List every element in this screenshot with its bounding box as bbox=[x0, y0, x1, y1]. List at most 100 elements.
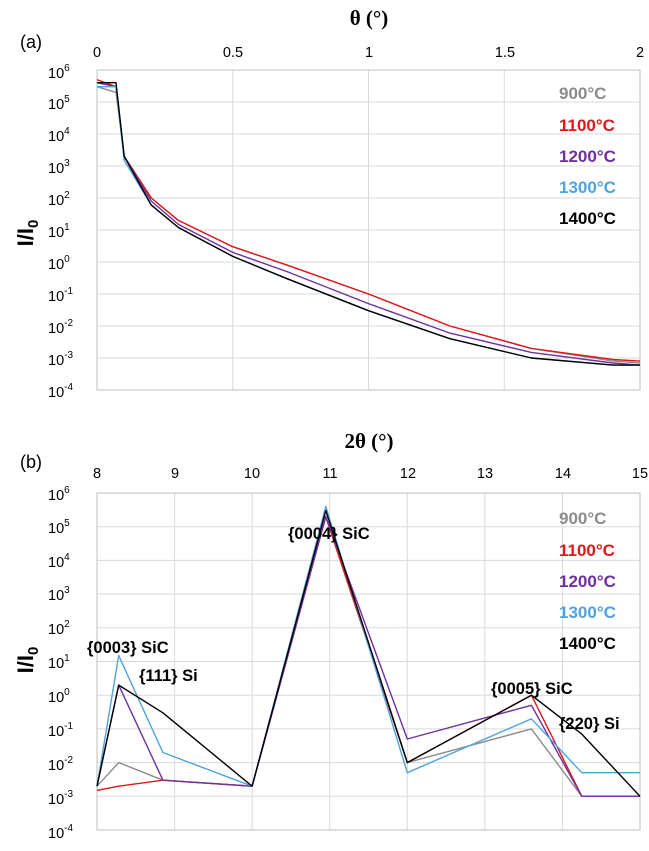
legend-a-1400: 1400°C bbox=[559, 209, 616, 228]
y-tick-exponent: 5 bbox=[64, 518, 70, 529]
y-tick-base: 10 bbox=[48, 588, 64, 604]
y-title-main: I/I bbox=[13, 655, 38, 673]
series-line-1300c bbox=[96, 505, 640, 787]
peak-label-111-si: {111} Si bbox=[139, 667, 198, 685]
panel-b-y-tick: 100 bbox=[48, 687, 70, 706]
panel-a-legend: 900°C 1100°C 1200°C 1300°C 1400°C bbox=[559, 84, 616, 228]
y-tick-base: 10 bbox=[48, 385, 64, 401]
y-tick-base: 10 bbox=[48, 321, 64, 337]
panel-a: (a) θ (°) 0 0.5 1 1.5 2 106 105 104 103 … bbox=[13, 6, 644, 401]
y-tick-exponent: 0 bbox=[64, 254, 70, 265]
panel-b-y-tick: 10-4 bbox=[48, 823, 73, 842]
y-tick-exponent: 1 bbox=[64, 222, 70, 233]
y-title-main: I/I bbox=[13, 228, 38, 246]
y-tick-base: 10 bbox=[48, 257, 64, 273]
y-tick-exponent: 1 bbox=[64, 653, 70, 664]
panel-b-y-tick-labels: 106 105 104 103 102 101 100 10-1 10-2 10… bbox=[48, 485, 73, 842]
panel-b-y-tick: 104 bbox=[48, 552, 70, 571]
panel-a-y-tick: 100 bbox=[48, 254, 70, 273]
y-tick-base: 10 bbox=[48, 289, 64, 305]
panel-a-y-tick: 102 bbox=[48, 190, 70, 209]
y-tick-base: 10 bbox=[48, 555, 64, 571]
panel-a-y-tick: 105 bbox=[48, 94, 70, 113]
panel-a-y-tick-labels: 106 105 104 103 102 101 100 10-1 10-2 10… bbox=[48, 63, 73, 401]
y-tick-base: 10 bbox=[48, 353, 64, 369]
panel-b-x-axis-title: 2θ (°) bbox=[344, 429, 393, 453]
panel-b-x-tick: 9 bbox=[171, 466, 179, 482]
panel-b-x-tick: 12 bbox=[400, 466, 416, 482]
panel-b-x-tick: 15 bbox=[632, 466, 648, 482]
panel-b-y-axis-title: I/I0 bbox=[13, 647, 42, 674]
panel-a-y-tick: 101 bbox=[48, 222, 70, 241]
y-title-sub: 0 bbox=[25, 220, 42, 228]
legend-a-1200: 1200°C bbox=[559, 147, 616, 166]
panel-b-y-tick: 105 bbox=[48, 518, 70, 537]
legend-a-900: 900°C bbox=[559, 84, 606, 103]
y-tick-base: 10 bbox=[48, 66, 64, 82]
y-tick-exponent: 3 bbox=[64, 585, 70, 596]
y-tick-base: 10 bbox=[48, 193, 64, 209]
panel-a-y-tick: 10-1 bbox=[48, 286, 73, 305]
peak-label-220-si: {220} Si bbox=[559, 715, 620, 733]
y-tick-exponent: -1 bbox=[64, 286, 73, 297]
panel-b-x-tick: 11 bbox=[322, 466, 337, 482]
y-tick-base: 10 bbox=[48, 225, 64, 241]
y-tick-exponent: 5 bbox=[64, 94, 70, 105]
panel-b: (b) 2θ (°) 8 9 10 11 12 13 14 15 106 105… bbox=[13, 429, 648, 842]
y-tick-base: 10 bbox=[48, 622, 64, 638]
panel-b-plot-frame bbox=[96, 492, 641, 831]
panel-b-legend: 900°C 1100°C 1200°C 1300°C 1400°C bbox=[559, 509, 616, 653]
panel-b-x-tick: 14 bbox=[555, 466, 571, 482]
legend-b-1100: 1100°C bbox=[559, 541, 615, 560]
series-line-1400c bbox=[97, 81, 640, 366]
y-tick-exponent: 2 bbox=[64, 190, 70, 201]
panel-b-curves bbox=[96, 505, 641, 797]
panel-a-y-tick: 10-4 bbox=[48, 382, 73, 401]
legend-a-1100: 1100°C bbox=[559, 116, 615, 135]
panel-a-y-axis-title: I/I0 bbox=[13, 220, 42, 247]
y-tick-base: 10 bbox=[48, 488, 64, 504]
panel-a-y-tick: 10-2 bbox=[48, 318, 73, 337]
legend-a-1300: 1300°C bbox=[559, 178, 616, 197]
panel-b-y-tick: 10-2 bbox=[48, 755, 73, 774]
panel-a-label: (a) bbox=[20, 32, 42, 52]
panel-b-y-tick: 103 bbox=[48, 585, 70, 604]
panel-a-x-tick: 1.5 bbox=[495, 45, 515, 61]
panel-b-x-tick: 8 bbox=[93, 466, 101, 482]
panel-b-y-tick: 101 bbox=[48, 653, 70, 672]
y-tick-exponent: 2 bbox=[64, 619, 70, 630]
series-line-1200c bbox=[96, 515, 640, 797]
y-title-sub: 0 bbox=[25, 647, 42, 655]
panel-a-y-tick: 104 bbox=[48, 126, 70, 145]
panel-a-x-tick: 1 bbox=[365, 45, 373, 61]
y-tick-exponent: -1 bbox=[64, 721, 73, 732]
panel-a-y-tick: 106 bbox=[48, 63, 70, 82]
y-tick-base: 10 bbox=[48, 656, 64, 672]
y-tick-exponent: -3 bbox=[64, 350, 73, 361]
series-line-1400c bbox=[96, 509, 641, 797]
panel-a-x-tick: 0 bbox=[93, 45, 101, 61]
panel-a-y-tick: 10-3 bbox=[48, 350, 73, 369]
panel-b-y-tick: 10-3 bbox=[48, 789, 73, 808]
y-tick-exponent: -4 bbox=[64, 382, 73, 393]
y-tick-exponent: -2 bbox=[64, 318, 73, 329]
y-tick-base: 10 bbox=[48, 690, 64, 706]
y-tick-exponent: 6 bbox=[64, 63, 70, 74]
y-tick-exponent: -3 bbox=[64, 789, 73, 800]
panel-a-x-tick: 2 bbox=[636, 45, 644, 61]
panel-a-x-tick: 0.5 bbox=[223, 45, 243, 61]
y-tick-exponent: 4 bbox=[64, 126, 70, 137]
panel-b-annotations: {0004} SiC {0003} SiC {111} Si {0005} Si… bbox=[87, 525, 620, 733]
panel-b-x-tick: 13 bbox=[477, 466, 493, 482]
y-tick-exponent: 0 bbox=[64, 687, 70, 698]
y-tick-exponent: -2 bbox=[64, 755, 73, 766]
peak-label-0005-sic: {0005} SiC bbox=[491, 680, 573, 698]
y-tick-base: 10 bbox=[48, 161, 64, 177]
y-tick-base: 10 bbox=[48, 792, 64, 808]
legend-b-1200: 1200°C bbox=[559, 572, 616, 591]
panel-a-plot-frame bbox=[96, 69, 641, 391]
panel-a-y-tick: 103 bbox=[48, 158, 70, 177]
panel-b-label: (b) bbox=[20, 452, 42, 472]
panel-b-y-tick: 10-1 bbox=[48, 721, 73, 740]
